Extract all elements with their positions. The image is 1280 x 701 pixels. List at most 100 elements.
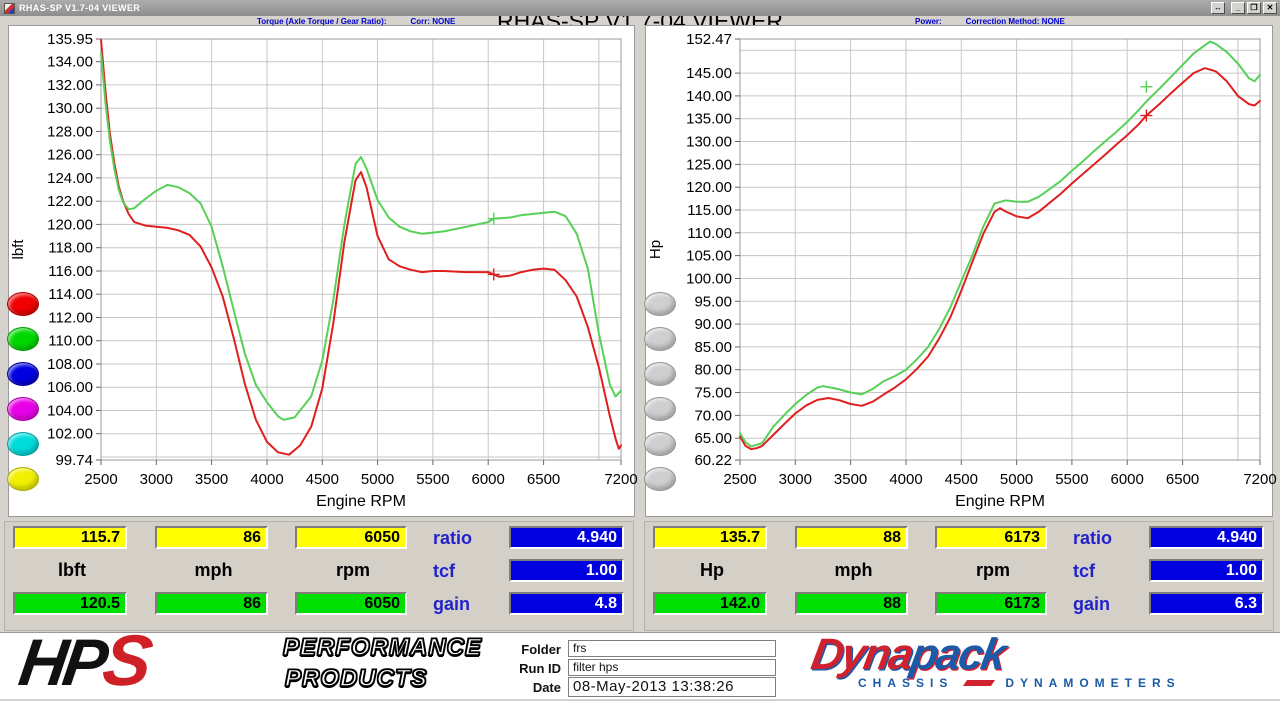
run-info-fields: Folder frs Run ID filter hps Date 08-May… bbox=[495, 633, 795, 700]
series-run2-green bbox=[100, 51, 622, 421]
y-tick-label: 134.00 bbox=[47, 54, 93, 71]
y-tick-label: 114.00 bbox=[48, 286, 93, 303]
y-tick-label: 90.00 bbox=[694, 316, 732, 333]
dynapack-pack-text: pack bbox=[907, 630, 1009, 679]
curve-color-button[interactable] bbox=[644, 467, 676, 491]
torque-red-rpm-box: 6050 bbox=[295, 526, 407, 549]
ratio-value-box: 4.940 bbox=[509, 526, 624, 549]
torque-green-value-box: 120.5 bbox=[13, 592, 127, 615]
x-tick-label: 4000 bbox=[250, 471, 283, 488]
gain-value-box: 4.8 bbox=[509, 592, 624, 615]
power-chart-panel: 152.47 145.00 140.00 135.00 130.00 125.00 120.… bbox=[644, 25, 1277, 517]
curve-color-button[interactable] bbox=[7, 432, 39, 456]
x-tick-label: 4500 bbox=[306, 471, 339, 488]
run-id-field[interactable]: filter hps bbox=[568, 659, 776, 676]
y-tick-label: 75.00 bbox=[694, 385, 732, 402]
gain-value-box: 6.3 bbox=[1149, 592, 1264, 615]
curve-color-button[interactable] bbox=[644, 397, 676, 421]
close-button[interactable]: ✕ bbox=[1263, 2, 1277, 14]
power-red-rpm-box: 6173 bbox=[935, 526, 1047, 549]
y-tick-label: 100.00 bbox=[686, 271, 732, 288]
power-red-value-box: 135.7 bbox=[653, 526, 767, 549]
y-tick-label: 126.00 bbox=[47, 147, 93, 164]
torque-red-mph-box: 86 bbox=[155, 526, 268, 549]
x-tick-label: 6500 bbox=[1166, 471, 1199, 488]
y-tick-label: 110.00 bbox=[48, 333, 93, 350]
window-titlebar[interactable]: RHAS-SP V1.7-04 VIEWER ↔ _ ❐ ✕ bbox=[0, 0, 1280, 16]
curve-color-button[interactable] bbox=[644, 327, 676, 351]
folder-field[interactable]: frs bbox=[568, 640, 776, 657]
y-tick-label: 130.00 bbox=[47, 100, 93, 117]
y-tick-label: 99.74 bbox=[55, 452, 93, 469]
torque-green-mph-box: 86 bbox=[155, 592, 268, 615]
power-correction-label: Correction Method: NONE bbox=[965, 17, 1065, 26]
restore-button[interactable]: ❐ bbox=[1247, 2, 1261, 14]
torque-chart[interactable]: 135.95 134.00 132.00 130.00 128.00 126.00 124.… bbox=[9, 26, 638, 516]
y-tick-label: 110.00 bbox=[687, 225, 732, 242]
y-tick-label: 145.00 bbox=[686, 65, 732, 82]
y-tick-label: 132.00 bbox=[47, 77, 93, 94]
run-id-label: Run ID bbox=[519, 661, 561, 676]
torque-green-rpm-box: 6050 bbox=[295, 592, 407, 615]
power-chart[interactable]: 152.47 145.00 140.00 135.00 130.00 125.00 120.… bbox=[646, 26, 1277, 516]
y-tick-label: 106.00 bbox=[47, 379, 93, 396]
power-green-value-box: 142.0 bbox=[653, 592, 767, 615]
y-tick-label: 140.00 bbox=[686, 88, 732, 105]
y-tick-label: 102.00 bbox=[47, 426, 93, 443]
y-tick-label: 105.00 bbox=[686, 248, 732, 265]
y-tick-label: 152.47 bbox=[686, 31, 732, 48]
x-axis-label: Engine RPM bbox=[316, 493, 406, 510]
power-unit-label: Hp bbox=[700, 560, 724, 580]
tcf-value-box: 1.00 bbox=[1149, 559, 1264, 582]
torque-chart-header: Torque (Axle Torque / Gear Ratio): Corr: … bbox=[257, 17, 455, 26]
window-title: RHAS-SP V1.7-04 VIEWER bbox=[19, 3, 141, 13]
torque-readout-panel: 115.7 86 6050 lbft mph rpm 120.5 86 6050… bbox=[4, 521, 634, 631]
y-tick-label: 122.00 bbox=[47, 193, 93, 210]
curve-color-button[interactable] bbox=[7, 362, 39, 386]
y-tick-label: 95.00 bbox=[694, 293, 732, 310]
resize-button[interactable]: ↔ bbox=[1211, 2, 1225, 14]
tcf-value-box: 1.00 bbox=[509, 559, 624, 582]
date-field[interactable]: 08-May-2013 13:38:26 bbox=[568, 677, 776, 697]
mph-unit-label: mph bbox=[834, 560, 873, 580]
curve-color-button[interactable] bbox=[7, 327, 39, 351]
torque-red-value-box: 115.7 bbox=[13, 526, 127, 549]
curve-color-button[interactable] bbox=[644, 362, 676, 386]
x-tick-label: 3000 bbox=[779, 471, 812, 488]
y-tick-label: 118.00 bbox=[48, 240, 93, 257]
minimize-button[interactable]: _ bbox=[1231, 2, 1245, 14]
y-tick-label: 135.95 bbox=[47, 31, 93, 48]
power-green-rpm-box: 6173 bbox=[935, 592, 1047, 615]
x-tick-label: 5000 bbox=[361, 471, 394, 488]
gain-label: gain bbox=[433, 594, 471, 614]
curve-color-button[interactable] bbox=[644, 432, 676, 456]
hps-products-text: PRODUCTS bbox=[284, 665, 428, 693]
hps-logo-hp: HP bbox=[14, 625, 109, 699]
rpm-unit-label: rpm bbox=[335, 560, 370, 580]
tcf-label: tcf bbox=[1073, 561, 1095, 581]
x-tick-label: 7200 bbox=[1243, 471, 1276, 488]
curve-color-button[interactable] bbox=[7, 467, 39, 491]
x-tick-label: 3500 bbox=[834, 471, 867, 488]
x-tick-label: 6000 bbox=[1111, 471, 1144, 488]
power-readout-panel: 135.7 88 6173 Hp mph rpm 142.0 88 6173 r… bbox=[644, 521, 1274, 631]
x-tick-label: 5500 bbox=[1055, 471, 1088, 488]
footer-bar: HPS PERFORMANCE PRODUCTS Folder frs Run … bbox=[0, 621, 1280, 701]
curve-color-button[interactable] bbox=[7, 397, 39, 421]
y-tick-label: 124.00 bbox=[47, 170, 93, 187]
x-tick-label: 2500 bbox=[723, 471, 756, 488]
curve-color-button[interactable] bbox=[644, 292, 676, 316]
dynapack-subtext: CHASSIS DYNAMOMETERS bbox=[812, 676, 1272, 690]
torque-chart-panel: 135.95 134.00 132.00 130.00 128.00 126.00 124.… bbox=[7, 25, 638, 517]
dynapack-chassis-text: CHASSIS bbox=[858, 676, 954, 690]
power-red-mph-box: 88 bbox=[795, 526, 908, 549]
ratio-label: ratio bbox=[1073, 528, 1113, 548]
y-tick-label: 108.00 bbox=[47, 356, 93, 373]
curve-color-button[interactable] bbox=[7, 292, 39, 316]
x-axis-label: Engine RPM bbox=[955, 493, 1045, 510]
y-axis-label: lbft bbox=[10, 239, 27, 260]
dynapack-slash-icon bbox=[963, 680, 996, 686]
plot-frame bbox=[739, 38, 1261, 461]
y-tick-label: 104.00 bbox=[47, 403, 93, 420]
x-tick-label: 6000 bbox=[472, 471, 505, 488]
